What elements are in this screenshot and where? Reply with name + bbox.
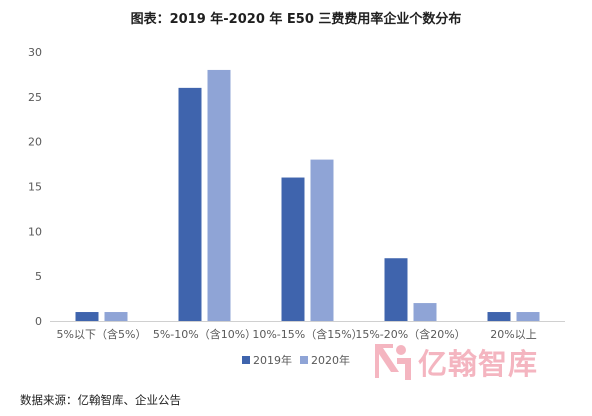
x-tick-label: 10%-15%（含15%） (252, 327, 362, 341)
chart-title: 图表：2019 年-2020 年 E50 三费费用率企业个数分布 (130, 12, 462, 27)
bar-series1 (75, 312, 99, 321)
y-tick-label: 0 (35, 315, 42, 328)
legend-item: 2020年 (300, 352, 350, 368)
bar-series2 (516, 312, 540, 321)
x-tick-label: 5%-10%（含10%） (153, 327, 256, 341)
y-tick-label: 25 (28, 91, 42, 104)
x-tick-label: 5%以下（含5%） (57, 327, 147, 341)
bar-series1 (281, 177, 305, 321)
y-tick-label: 15 (28, 181, 42, 194)
x-tick-label: 15%-20%（含20%） (355, 327, 465, 341)
y-tick-label: 10 (28, 225, 42, 238)
bar-series1 (487, 312, 511, 321)
source-note: 数据来源：亿翰智库、企业公告 (20, 393, 181, 407)
legend-label: 2019年 (253, 354, 292, 367)
bar-series2 (104, 312, 128, 321)
watermark-logo-icon (375, 344, 411, 380)
legend-item: 2019年 (242, 352, 292, 368)
bar-series2 (413, 303, 437, 321)
bar-series2 (207, 69, 231, 321)
y-tick-label: 20 (28, 136, 42, 149)
watermark-text: 亿翰智库 (418, 347, 539, 381)
legend-swatch (300, 356, 308, 364)
legend-swatch (242, 356, 250, 364)
y-tick-label: 5 (35, 270, 42, 283)
bar-series2 (310, 159, 334, 321)
bar-series1 (384, 258, 408, 321)
bar-series1 (178, 87, 202, 321)
x-tick-label: 20%以上 (490, 328, 536, 341)
legend-label: 2020年 (311, 354, 350, 367)
chart-legend: 2019年 2020年 (0, 352, 592, 368)
y-tick-label: 30 (28, 46, 42, 59)
